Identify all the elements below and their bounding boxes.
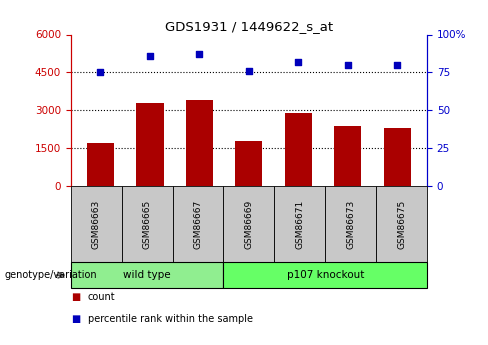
Text: p107 knockout: p107 knockout <box>286 270 364 280</box>
Text: GSM86673: GSM86673 <box>346 200 355 249</box>
Text: GSM86675: GSM86675 <box>397 200 406 249</box>
Text: ■: ■ <box>71 314 80 324</box>
Text: GSM86665: GSM86665 <box>142 200 152 249</box>
Text: ■: ■ <box>71 292 80 302</box>
Bar <box>334 126 362 186</box>
Point <box>97 70 104 75</box>
Text: genotype/variation: genotype/variation <box>5 270 98 280</box>
Bar <box>384 128 411 186</box>
Point <box>245 68 253 74</box>
Text: GSM86671: GSM86671 <box>295 200 305 249</box>
Text: wild type: wild type <box>123 270 171 280</box>
Bar <box>186 100 213 186</box>
Bar <box>235 141 263 186</box>
Bar <box>285 113 312 186</box>
Bar <box>136 103 163 186</box>
Text: GSM86663: GSM86663 <box>92 200 101 249</box>
Point <box>344 62 352 68</box>
Point <box>294 59 302 65</box>
Point <box>196 51 203 57</box>
Text: GSM86667: GSM86667 <box>193 200 203 249</box>
Text: percentile rank within the sample: percentile rank within the sample <box>88 314 253 324</box>
Text: count: count <box>88 292 116 302</box>
Point <box>146 53 154 59</box>
Text: GSM86669: GSM86669 <box>244 200 253 249</box>
Bar <box>87 143 114 186</box>
Title: GDS1931 / 1449622_s_at: GDS1931 / 1449622_s_at <box>165 20 333 33</box>
Point <box>393 62 401 68</box>
